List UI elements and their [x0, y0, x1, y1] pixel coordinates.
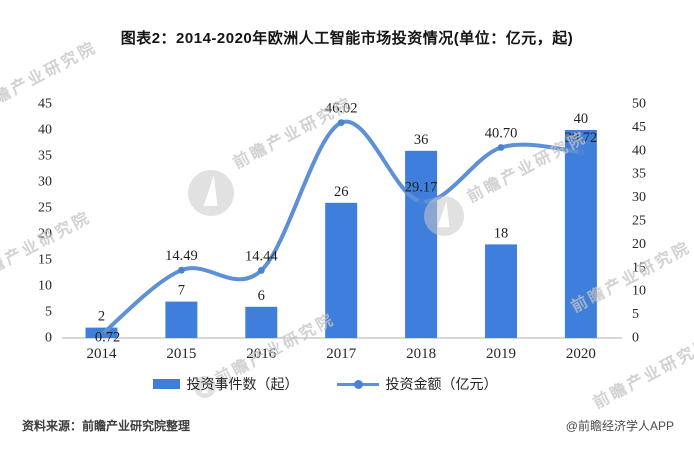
line-value-label: 40.70: [485, 126, 518, 142]
x-axis-label: 2018: [406, 346, 436, 362]
line-marker-2020: [577, 148, 585, 156]
left-axis-tick: 35: [38, 149, 52, 164]
bar-value-label: 18: [494, 225, 509, 241]
right-axis-tick: 15: [632, 260, 646, 275]
bar-2017: [325, 202, 358, 338]
right-axis-tick: 0: [632, 331, 639, 346]
line-marker-2019: [497, 144, 505, 151]
left-axis-tick: 15: [38, 253, 52, 268]
left-axis-tick: 40: [38, 123, 52, 138]
left-axis-tick: 5: [45, 305, 52, 320]
right-axis-tick: 35: [632, 167, 646, 182]
right-axis-tick: 5: [632, 307, 639, 322]
line-value-label: 14.44: [245, 248, 278, 264]
line-value-label: 0.72: [95, 330, 120, 346]
bar-2020: [564, 130, 597, 338]
legend-item-line: 投资金额（亿元）: [336, 374, 498, 394]
bar-2018: [405, 150, 438, 338]
left-axis-tick: 45: [38, 97, 52, 112]
left-axis-tick: 0: [45, 331, 52, 346]
legend-item-bars: 投资事件数（起）: [152, 374, 299, 394]
page-title: 图表2：2014-2020年欧洲人工智能市场投资情况(单位：亿元，起): [120, 30, 574, 47]
credit-note: @前瞻经济学人APP: [565, 419, 674, 433]
line-marker-2017: [337, 119, 345, 127]
x-axis-label: 2020: [566, 346, 596, 362]
bar-value-label: 6: [258, 288, 265, 304]
line-marker-2015: [178, 266, 185, 274]
x-axis-label: 2019: [486, 346, 516, 362]
bar-value-label: 40: [574, 111, 589, 127]
line-value-label: 39.72: [565, 130, 598, 146]
line-series-swatch: [336, 379, 379, 389]
right-axis-tick: 50: [632, 97, 646, 112]
left-axis-tick: 20: [38, 227, 52, 242]
x-axis-label: 2017: [326, 346, 357, 362]
line-marker-2016: [257, 267, 265, 274]
x-axis-label: 2014: [87, 346, 118, 362]
x-axis-label: 2015: [166, 346, 196, 362]
line-swatch-marker: [353, 380, 363, 389]
x-axis-label: 2016: [246, 346, 277, 362]
bar-series-swatch: [152, 379, 180, 389]
left-axis-tick: 30: [38, 175, 52, 190]
legend: 投资事件数（起） 投资金额（亿元）: [0, 374, 672, 394]
right-axis-tick: 10: [632, 284, 646, 299]
right-axis-tick: 20: [632, 237, 646, 252]
left-axis-tick: 10: [38, 279, 52, 294]
line-value-label: 14.49: [165, 248, 198, 264]
right-axis-tick: 40: [632, 143, 646, 158]
bar-value-label: 36: [414, 132, 429, 148]
right-axis-tick: 25: [632, 214, 646, 229]
bar-2016: [245, 306, 278, 338]
bar-value-label: 2: [98, 309, 105, 325]
source-note: 资料来源：前瞻产业研究院整理: [22, 419, 191, 433]
bar-value-label: 7: [178, 283, 185, 299]
line-value-label: 29.17: [405, 179, 438, 195]
line-value-label: 46.02: [325, 101, 358, 117]
left-axis-tick: 25: [38, 201, 52, 216]
line-marker-2014: [98, 331, 105, 339]
line-marker-2018: [417, 198, 425, 205]
legend-label-bars: 投资事件数（起）: [186, 376, 299, 392]
bar-value-label: 26: [334, 184, 349, 200]
right-axis-tick: 45: [632, 120, 646, 135]
bar-2015: [165, 301, 198, 338]
legend-label-line: 投资金额（亿元）: [385, 376, 498, 392]
bar-2019: [485, 244, 517, 338]
right-axis-tick: 30: [632, 190, 646, 205]
